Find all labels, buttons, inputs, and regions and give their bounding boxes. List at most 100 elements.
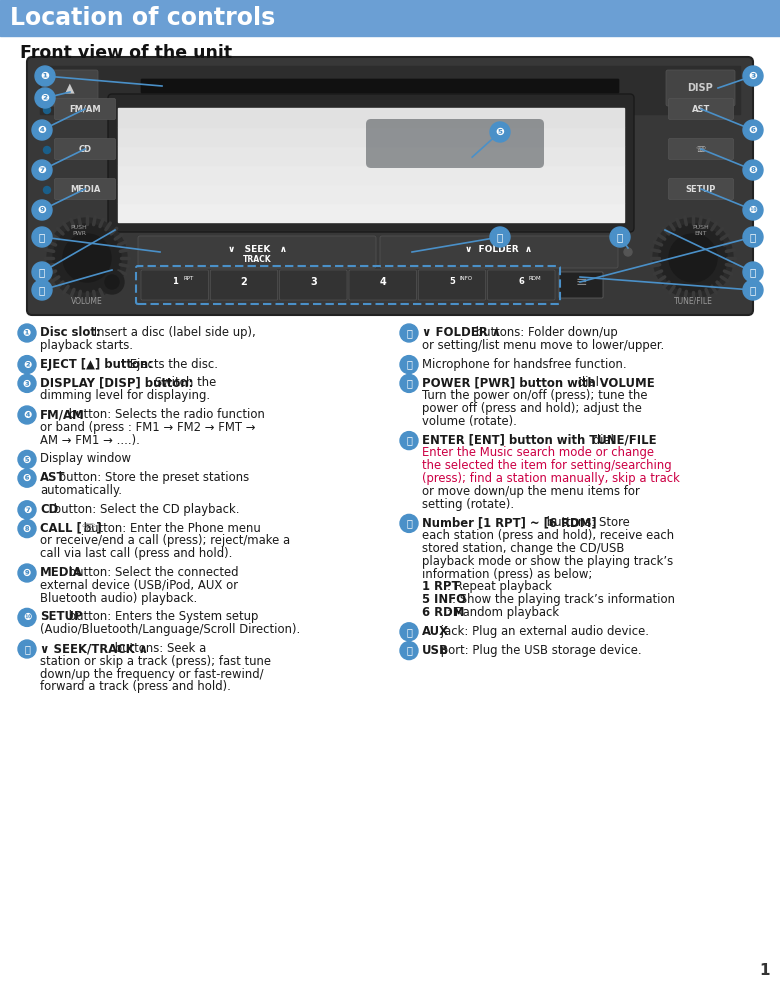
Circle shape: [400, 375, 418, 392]
Text: 2: 2: [240, 277, 247, 287]
Text: stored station, change the CD/USB: stored station, change the CD/USB: [422, 542, 624, 555]
FancyBboxPatch shape: [42, 70, 98, 106]
FancyBboxPatch shape: [141, 270, 208, 300]
Text: ❶: ❶: [41, 71, 49, 81]
Text: the selected the item for setting/searching: the selected the item for setting/search…: [422, 459, 672, 472]
Text: ❼: ❼: [23, 505, 31, 515]
Text: 1: 1: [760, 963, 770, 978]
Text: station or skip a track (press); fast tune: station or skip a track (press); fast tu…: [40, 655, 271, 668]
Circle shape: [32, 227, 52, 247]
Text: ⓭: ⓭: [617, 232, 623, 242]
Text: ⑰: ⑰: [406, 627, 412, 637]
Text: CALL [☏]: CALL [☏]: [40, 522, 101, 534]
Circle shape: [32, 120, 52, 140]
Text: ⑯: ⑯: [406, 519, 412, 528]
Text: button: Selects the radio function: button: Selects the radio function: [66, 408, 265, 421]
FancyBboxPatch shape: [380, 236, 618, 268]
Circle shape: [18, 501, 36, 519]
Circle shape: [743, 160, 763, 180]
FancyBboxPatch shape: [488, 270, 555, 300]
FancyBboxPatch shape: [418, 270, 486, 300]
Text: or move down/up the menu items for: or move down/up the menu items for: [422, 485, 640, 498]
Text: ❷: ❷: [41, 93, 49, 103]
Text: automatically.: automatically.: [40, 484, 122, 497]
Text: AST: AST: [40, 471, 66, 484]
Text: AM → FM1 → ....).: AM → FM1 → ....).: [40, 434, 140, 447]
Circle shape: [18, 356, 36, 374]
Circle shape: [400, 515, 418, 532]
Text: button: Select the connected: button: Select the connected: [66, 566, 239, 579]
Text: ≡: ≡: [575, 275, 587, 289]
Bar: [0, 0, 780, 36]
Circle shape: [743, 120, 763, 140]
Text: ❺: ❺: [23, 455, 31, 464]
Bar: [118, 127, 624, 146]
FancyBboxPatch shape: [108, 94, 634, 232]
Circle shape: [18, 406, 36, 424]
Text: ENTER [ENT] button with TUNE/FILE: ENTER [ENT] button with TUNE/FILE: [422, 434, 657, 447]
Text: ❿: ❿: [23, 612, 31, 622]
FancyBboxPatch shape: [55, 178, 115, 199]
Circle shape: [490, 227, 510, 247]
Text: 6: 6: [519, 277, 524, 287]
Circle shape: [18, 324, 36, 342]
Circle shape: [105, 275, 119, 289]
FancyBboxPatch shape: [280, 270, 347, 300]
Text: ⓫: ⓫: [39, 232, 45, 242]
Text: : Random playback: : Random playback: [447, 606, 559, 619]
Text: INFO: INFO: [459, 275, 473, 280]
Text: 1: 1: [172, 277, 178, 287]
Text: Bluetooth audio) playback.: Bluetooth audio) playback.: [40, 592, 197, 604]
Text: CD: CD: [79, 145, 91, 154]
Circle shape: [743, 227, 763, 247]
Text: (press); find a station manually, skip a track: (press); find a station manually, skip a…: [422, 472, 680, 485]
Text: each station (press and hold), receive each: each station (press and hold), receive e…: [422, 529, 674, 542]
Circle shape: [743, 262, 763, 282]
Text: ⓬: ⓬: [497, 232, 503, 242]
Text: 3: 3: [310, 277, 317, 287]
Circle shape: [400, 623, 418, 641]
Text: buttons: Store: buttons: Store: [543, 517, 630, 529]
Text: Number [1 RPT] ~ [6 RDM]: Number [1 RPT] ~ [6 RDM]: [422, 517, 597, 529]
Text: ⑪: ⑪: [24, 644, 30, 654]
Text: PWR: PWR: [72, 231, 86, 236]
FancyBboxPatch shape: [27, 57, 753, 315]
Text: power off (press and hold); adjust the: power off (press and hold); adjust the: [422, 402, 642, 415]
Text: SETUP: SETUP: [686, 184, 716, 193]
Text: button: Select the CD playback.: button: Select the CD playback.: [50, 503, 239, 516]
Text: ❹: ❹: [23, 410, 31, 420]
Circle shape: [400, 432, 418, 450]
Text: volume (rotate).: volume (rotate).: [422, 415, 517, 428]
Text: Microphone for handsfree function.: Microphone for handsfree function.: [422, 358, 626, 371]
Text: PUSH: PUSH: [693, 225, 709, 230]
Text: POWER [PWR] button with VOLUME: POWER [PWR] button with VOLUME: [422, 377, 654, 389]
Text: dial: dial: [573, 377, 598, 389]
Circle shape: [44, 147, 51, 154]
Text: ☏: ☏: [696, 145, 706, 154]
FancyBboxPatch shape: [666, 70, 735, 106]
Circle shape: [18, 608, 36, 626]
Text: Front view of the unit: Front view of the unit: [20, 44, 232, 62]
Text: 1 RPT: 1 RPT: [422, 581, 459, 594]
Text: ❷: ❷: [23, 360, 31, 370]
Text: : Show the playing track’s information: : Show the playing track’s information: [452, 594, 675, 606]
Circle shape: [63, 234, 111, 282]
Text: CD: CD: [40, 503, 58, 516]
Text: ⓲: ⓲: [750, 285, 756, 295]
Circle shape: [32, 262, 52, 282]
Text: buttons: Seek a: buttons: Seek a: [111, 642, 206, 655]
Text: AUX: AUX: [422, 625, 449, 638]
Circle shape: [35, 88, 55, 108]
Text: ⑱: ⑱: [406, 646, 412, 656]
Text: dial: dial: [589, 434, 614, 447]
FancyBboxPatch shape: [55, 138, 115, 160]
Text: MEDIA: MEDIA: [70, 184, 100, 193]
Text: ⑮: ⑮: [406, 436, 412, 446]
FancyBboxPatch shape: [55, 99, 115, 119]
Text: FM/AM: FM/AM: [40, 408, 85, 421]
Text: ❿: ❿: [749, 205, 757, 215]
Text: Display window: Display window: [40, 453, 131, 465]
Text: ▲: ▲: [66, 82, 75, 95]
Circle shape: [624, 248, 632, 256]
Text: down/up the frequency or fast-rewind/: down/up the frequency or fast-rewind/: [40, 668, 264, 680]
